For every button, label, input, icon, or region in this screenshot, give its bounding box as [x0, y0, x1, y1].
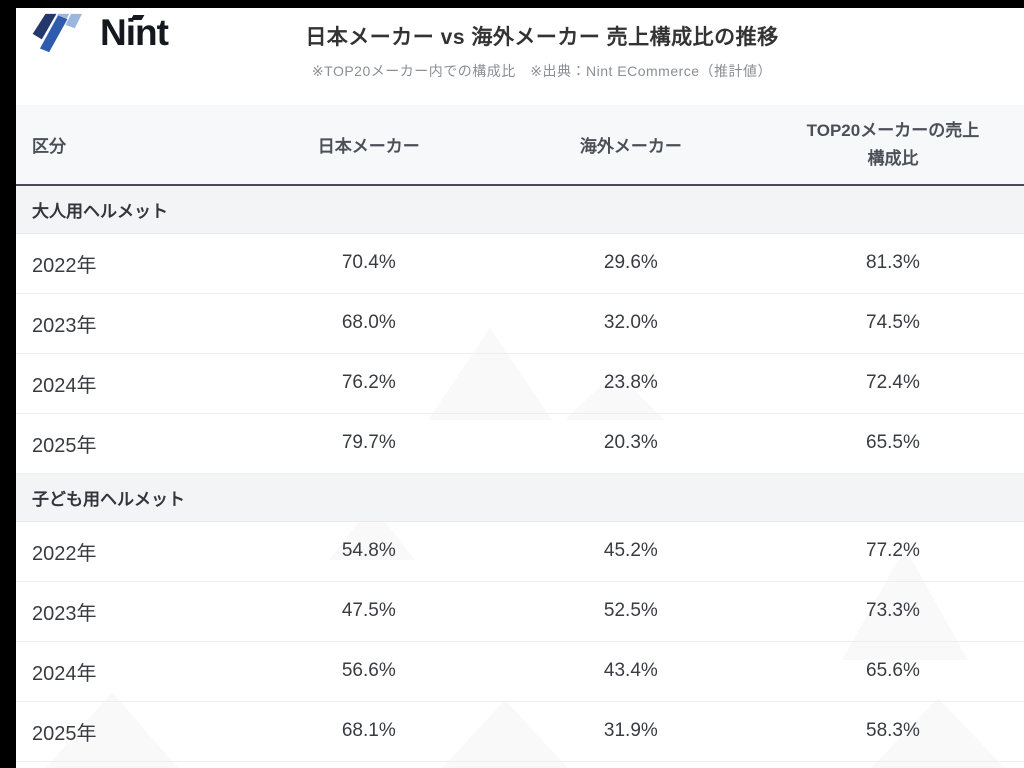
cell-japan-share: 68.1%	[237, 701, 500, 762]
cell-top20-share: 65.6%	[761, 641, 1024, 702]
cell-overseas-share: 45.2%	[499, 521, 762, 582]
cell-japan-share: 54.8%	[237, 521, 500, 582]
nint-logo-wordmark: Nint	[100, 12, 169, 54]
column-header-top20: TOP20メーカーの売上構成比	[761, 105, 1024, 186]
page-title: 日本メーカー vs 海外メーカー 売上構成比の推移	[305, 26, 779, 49]
table-row: 2022年 70.4% 29.6% 81.3%	[16, 233, 1024, 294]
cell-japan-share: 70.4%	[237, 233, 500, 294]
nint-logo-icon	[32, 13, 82, 53]
column-header-japan: 日本メーカー	[237, 105, 500, 186]
cell-top20-share: 72.4%	[761, 353, 1024, 414]
cell-year: 2023年	[16, 581, 238, 642]
cell-year: 2024年	[16, 353, 238, 414]
section-row-child-helmet: 子ども用ヘルメット	[16, 473, 1024, 522]
cell-overseas-share: 52.5%	[499, 581, 762, 642]
column-header-overseas: 海外メーカー	[499, 105, 762, 186]
cell-overseas-share: 23.8%	[499, 353, 762, 414]
title-block: 日本メーカー vs 海外メーカー 売上構成比の推移 ※TOP20メーカー内での構…	[16, 8, 1024, 81]
table-header: 区分 日本メーカー 海外メーカー TOP20メーカーの売上構成比	[16, 105, 1024, 186]
cell-top20-share: 65.5%	[761, 413, 1024, 474]
table-row: 2025年 68.1% 31.9% 58.3%	[16, 701, 1024, 762]
page-header: Nint 日本メーカー vs 海外メーカー 売上構成比の推移 ※TOP20メーカ…	[16, 8, 1024, 105]
table-body: 大人用ヘルメット 2022年 70.4% 29.6% 81.3% 2023年 6…	[16, 185, 1024, 762]
table-row: 2022年 54.8% 45.2% 77.2%	[16, 521, 1024, 582]
cell-year: 2023年	[16, 293, 238, 354]
table-row: 2024年 76.2% 23.8% 72.4%	[16, 353, 1024, 414]
screenshot-left-black-edge	[0, 0, 16, 768]
cell-overseas-share: 32.0%	[499, 293, 762, 354]
cell-overseas-share: 20.3%	[499, 413, 762, 474]
cell-japan-share: 79.7%	[237, 413, 500, 474]
cell-top20-share: 73.3%	[761, 581, 1024, 642]
column-header-category: 区分	[16, 105, 238, 186]
sales-composition-table: 区分 日本メーカー 海外メーカー TOP20メーカーの売上構成比 大人用ヘルメッ…	[16, 105, 1024, 762]
cell-japan-share: 68.0%	[237, 293, 500, 354]
cell-overseas-share: 29.6%	[499, 233, 762, 294]
section-row-adult-helmet: 大人用ヘルメット	[16, 185, 1024, 234]
nint-logo: Nint	[30, 12, 169, 54]
table-row: 2025年 79.7% 20.3% 65.5%	[16, 413, 1024, 474]
table-header-row: 区分 日本メーカー 海外メーカー TOP20メーカーの売上構成比	[16, 105, 1024, 186]
cell-year: 2025年	[16, 701, 238, 762]
cell-top20-share: 74.5%	[761, 293, 1024, 354]
cell-top20-share: 77.2%	[761, 521, 1024, 582]
column-header-top20-label: TOP20メーカーの売上構成比	[806, 121, 980, 168]
cell-overseas-share: 31.9%	[499, 701, 762, 762]
page-subtitle: ※TOP20メーカー内での構成比 ※出典：Nint ECommerce（推計値）	[311, 63, 773, 79]
cell-japan-share: 47.5%	[237, 581, 500, 642]
cell-japan-share: 76.2%	[237, 353, 500, 414]
cell-year: 2024年	[16, 641, 238, 702]
cell-top20-share: 58.3%	[761, 701, 1024, 762]
cell-year: 2022年	[16, 233, 238, 294]
table-row: 2023年 68.0% 32.0% 74.5%	[16, 293, 1024, 354]
section-label: 大人用ヘルメット	[16, 185, 1024, 234]
table-row: 2023年 47.5% 52.5% 73.3%	[16, 581, 1024, 642]
cell-year: 2025年	[16, 413, 238, 474]
section-label: 子ども用ヘルメット	[16, 473, 1024, 522]
screenshot-top-black-edge	[0, 0, 1024, 8]
table-row: 2024年 56.6% 43.4% 65.6%	[16, 641, 1024, 702]
cell-top20-share: 81.3%	[761, 233, 1024, 294]
cell-overseas-share: 43.4%	[499, 641, 762, 702]
cell-year: 2022年	[16, 521, 238, 582]
cell-japan-share: 56.6%	[237, 641, 500, 702]
